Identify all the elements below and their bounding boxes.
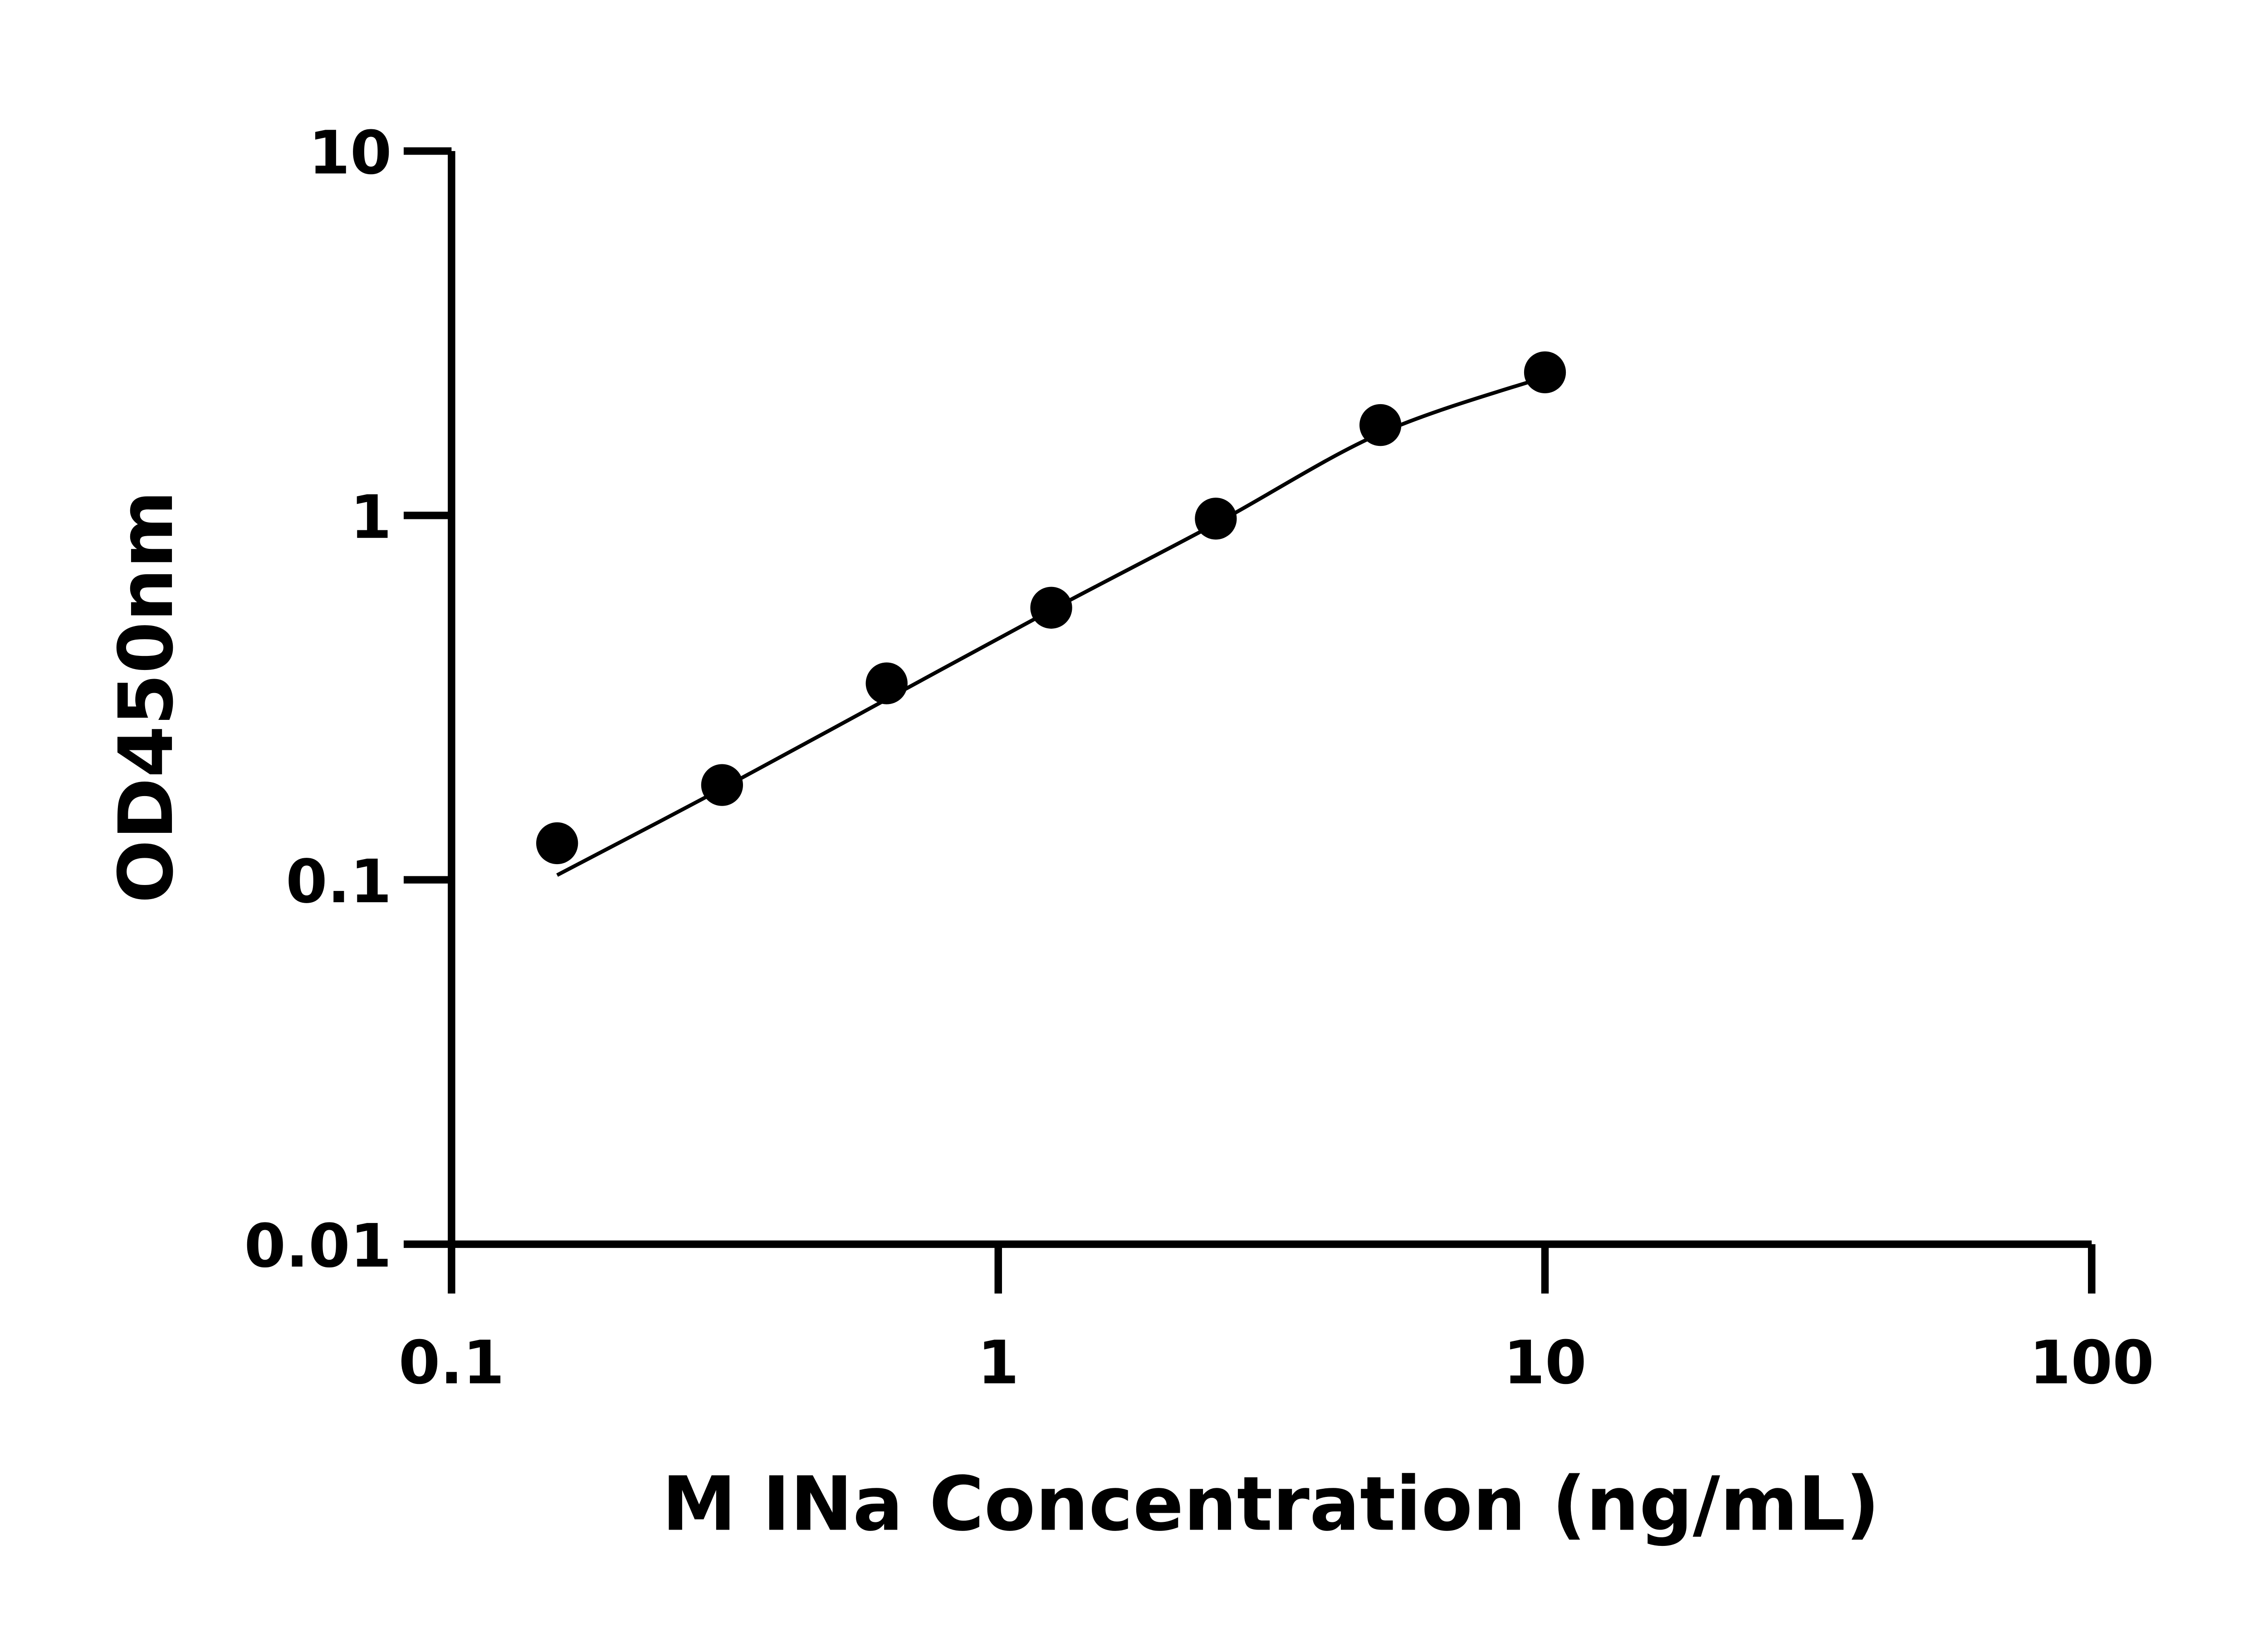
x-tick-label: 10 <box>1503 1328 1586 1398</box>
data-points <box>536 351 1566 865</box>
axes <box>403 147 2096 1294</box>
x-tick-label: 0.1 <box>399 1328 505 1398</box>
data-point <box>865 662 908 704</box>
x-axis-title: M INa Concentration (ng/mL) <box>662 1461 1880 1548</box>
data-point <box>1030 587 1072 629</box>
x-tick-label: 1 <box>978 1328 1019 1398</box>
y-tick-label: 0.1 <box>286 847 392 917</box>
data-point <box>701 764 743 806</box>
y-tick-label: 0.01 <box>244 1212 391 1281</box>
data-point <box>1195 498 1237 540</box>
y-tick-label: 10 <box>308 118 391 188</box>
data-point <box>536 822 578 865</box>
data-point <box>1359 404 1402 446</box>
data-point <box>1524 351 1566 393</box>
x-tick-label: 100 <box>2029 1328 2154 1398</box>
y-tick-label: 1 <box>350 483 392 552</box>
y-axis-title: OD450nm <box>103 490 190 903</box>
